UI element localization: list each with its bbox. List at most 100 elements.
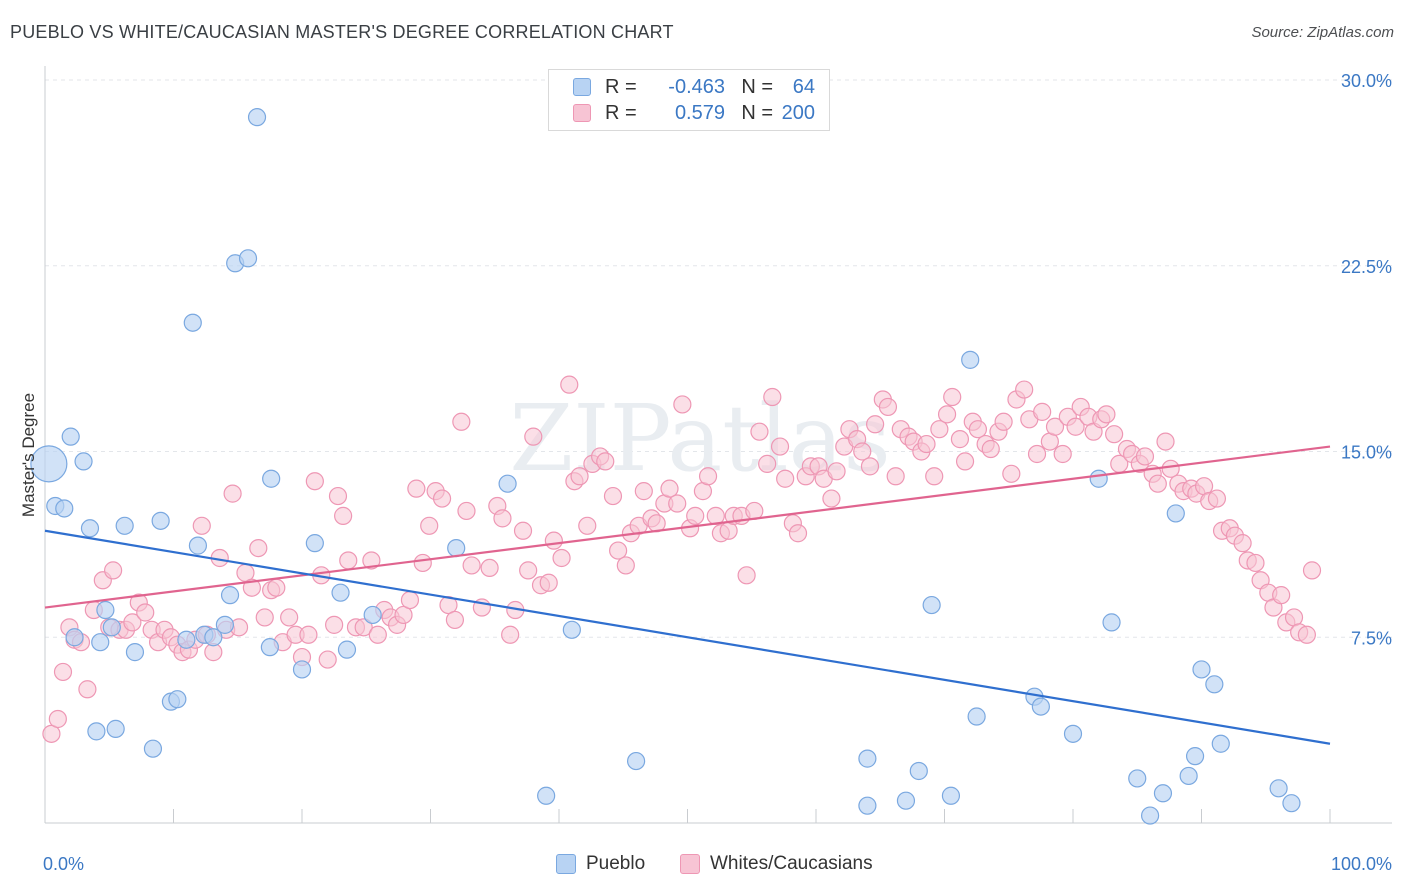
whites-point — [493, 509, 512, 528]
whites-point — [544, 531, 563, 550]
whites-point — [1053, 444, 1072, 464]
legend-label: Pueblo — [586, 853, 646, 874]
y-tick-label: 7.5% — [1351, 628, 1392, 648]
whites-point — [513, 521, 533, 540]
r-value: 0.579 — [674, 101, 725, 124]
pueblo-point — [1211, 734, 1230, 753]
legend-item-pueblo[interactable]: Pueblo — [556, 851, 645, 877]
pueblo-points — [30, 108, 1301, 825]
whites-point — [886, 467, 905, 486]
whites-point — [1302, 561, 1322, 580]
pueblo-point — [363, 605, 382, 625]
whites-point — [955, 452, 975, 471]
pueblo-point — [562, 620, 581, 639]
whites-point — [280, 608, 299, 627]
legend-row-pueblo: R = -0.463 N = 64 — [573, 75, 815, 99]
whites-point — [420, 516, 439, 535]
whites-point — [223, 484, 242, 503]
pueblo-point — [61, 427, 80, 446]
whites-point — [1002, 464, 1021, 483]
whites-point — [334, 506, 353, 525]
pueblo-point — [65, 628, 84, 647]
source-label: Source: ZipAtlas.com — [1251, 24, 1394, 41]
whites-point — [192, 516, 211, 535]
whites-swatch — [680, 854, 700, 874]
whites-point — [1097, 405, 1116, 424]
whites-point — [763, 387, 782, 407]
whites-point — [1297, 625, 1316, 644]
pueblo-point — [1102, 613, 1121, 632]
whites-point — [432, 489, 452, 508]
whites-point — [917, 434, 936, 454]
whites-point — [48, 709, 67, 729]
whites-point — [750, 422, 769, 441]
whites-swatch — [573, 104, 591, 122]
whites-point — [413, 553, 432, 573]
pueblo-point — [102, 618, 121, 637]
whites-point — [53, 662, 73, 682]
y-tick-label: 22.5% — [1341, 257, 1392, 277]
whites-point — [242, 578, 261, 597]
whites-point — [1033, 402, 1052, 421]
whites-point — [930, 420, 949, 439]
pueblo-point — [1140, 806, 1160, 825]
pueblo-point — [1031, 697, 1050, 716]
whites-point — [1246, 553, 1265, 573]
pueblo-point — [961, 350, 980, 369]
whites-point — [1161, 459, 1180, 478]
pueblo-point — [168, 690, 187, 709]
whites-point — [827, 462, 846, 481]
whites-point — [339, 551, 358, 570]
whites-point — [1272, 586, 1291, 605]
r-value: -0.463 — [668, 75, 725, 98]
whites-point — [616, 556, 635, 575]
pueblo-point — [498, 474, 517, 493]
whites-point — [943, 387, 962, 407]
pueblo-swatch — [556, 854, 576, 874]
whites-point — [860, 457, 880, 476]
whites-point — [480, 558, 499, 578]
legend-row-whites: R = 0.579 N = 200 — [573, 101, 815, 125]
r-label: R = — [605, 75, 637, 98]
pueblo-point — [1063, 724, 1083, 743]
whites-point — [1045, 417, 1065, 436]
whites-point — [758, 454, 777, 473]
pueblo-point — [922, 595, 941, 615]
whites-point — [603, 486, 623, 506]
whites-point — [822, 489, 841, 508]
whites-point — [255, 608, 274, 627]
whites-point — [570, 467, 589, 486]
pueblo-point — [91, 633, 110, 652]
whites-point — [462, 556, 481, 575]
whites-point — [1207, 489, 1227, 508]
pueblo-point — [183, 313, 202, 332]
whites-point — [325, 615, 344, 634]
whites-point — [1015, 380, 1034, 399]
whites-trend-line — [44, 445, 1331, 609]
pueblo-point — [537, 786, 556, 805]
whites-point — [318, 650, 337, 669]
whites-point — [539, 573, 558, 592]
pueblo-point — [1282, 794, 1301, 813]
pueblo-point — [151, 511, 170, 530]
n-label: N = — [741, 75, 773, 98]
whites-point — [1027, 444, 1047, 464]
pueblo-point — [238, 249, 258, 268]
x-tick-label: 100.0% — [1331, 854, 1392, 874]
whites-point — [123, 613, 142, 632]
pueblo-point — [177, 630, 196, 649]
pueblo-point — [858, 749, 877, 768]
legend-item-whites[interactable]: Whites/Caucasians — [680, 851, 873, 877]
correlation-legend: R = -0.463 N = 64 R = 0.579 N = 200 — [548, 69, 830, 131]
pueblo-point — [967, 707, 986, 726]
whites-point — [524, 427, 543, 446]
whites-point — [354, 618, 373, 637]
whites-point — [698, 467, 718, 486]
pueblo-point — [941, 786, 961, 805]
trend-lines — [44, 445, 1331, 745]
whites-point — [981, 439, 1000, 459]
whites-point — [452, 412, 471, 431]
whites-point — [866, 415, 885, 434]
pueblo-point — [1128, 769, 1147, 788]
